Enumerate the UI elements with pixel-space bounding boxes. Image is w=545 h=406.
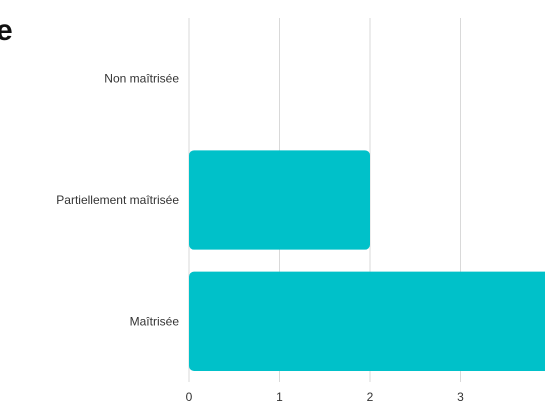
x-axis-ticks: 0 1 2 3 — [186, 390, 465, 404]
bars — [189, 150, 545, 371]
chart-title-fragment: e — [0, 14, 13, 47]
x-tick-label: 2 — [367, 390, 374, 404]
bar — [189, 271, 545, 371]
x-tick-label: 1 — [276, 390, 283, 404]
x-tick-label: 3 — [457, 390, 464, 404]
category-label: Partiellement maîtrisée — [56, 193, 179, 207]
bar — [189, 150, 370, 250]
category-labels: Non maîtrisée Partiellement maîtrisée Maît… — [56, 72, 179, 329]
x-tick-label: 0 — [186, 390, 193, 404]
category-label: Maîtrisée — [130, 314, 180, 328]
category-label: Non maîtrisée — [104, 72, 179, 86]
